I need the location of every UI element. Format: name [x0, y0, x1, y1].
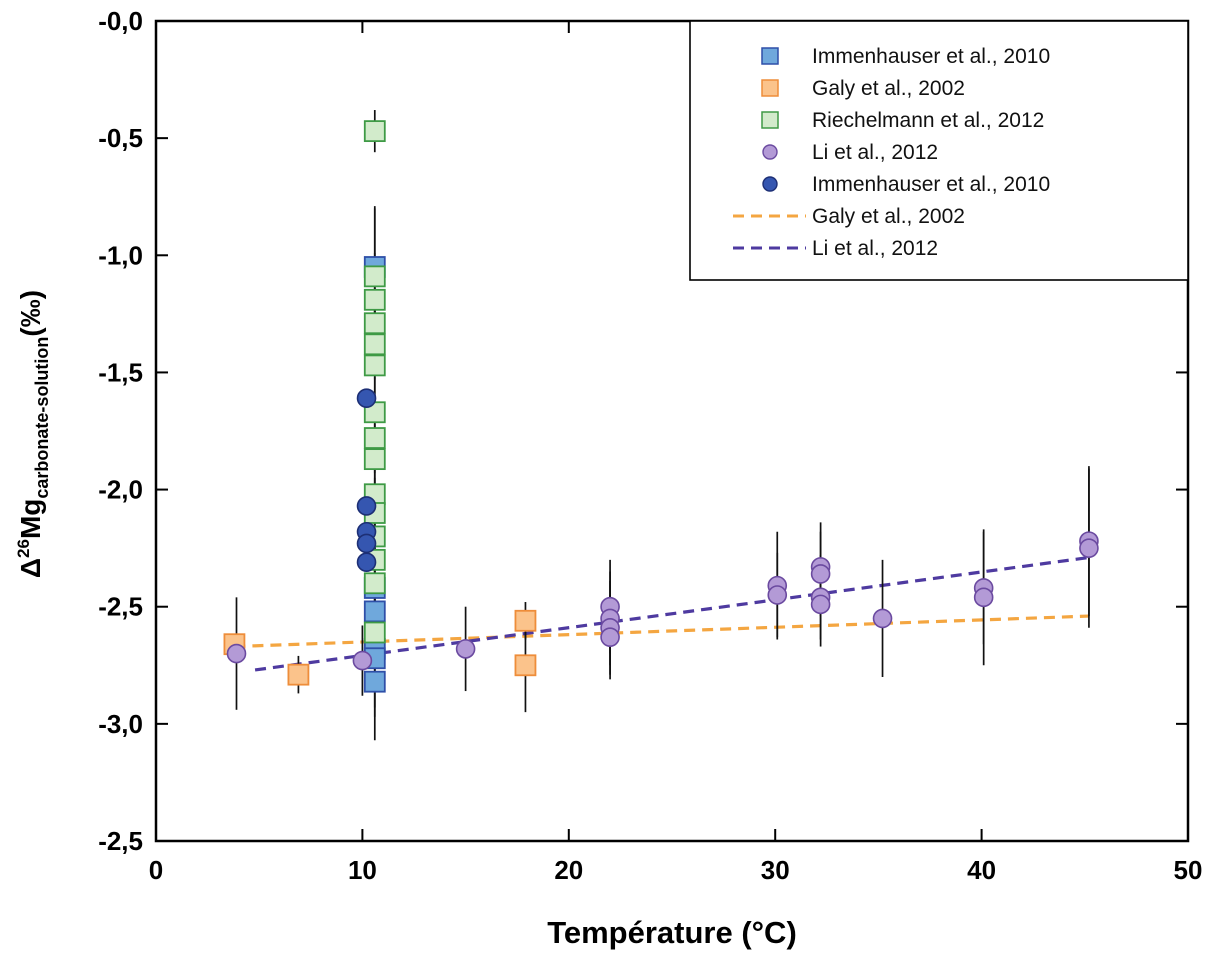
- trend-lines: [234, 555, 1090, 672]
- square-marker: [363, 265, 386, 288]
- circle-marker: [810, 564, 831, 584]
- x-tick-label: 50: [1174, 855, 1203, 885]
- trend-line: [234, 614, 1089, 649]
- square-marker: [363, 621, 386, 644]
- y-axis-label-unit: (‰): [15, 290, 46, 337]
- legend-items: Immenhauser et al., 2010 Galy et al., 200…: [733, 45, 1050, 260]
- square-marker: [363, 312, 386, 335]
- circle-marker: [226, 643, 247, 664]
- circle-marker: [600, 627, 620, 647]
- legend-label: Li et al., 2012: [812, 141, 938, 164]
- legend-label: Galy et al., 2002: [812, 77, 965, 100]
- circle-marker: [352, 650, 373, 671]
- legend: Immenhauser et al., 2010 Galy et al., 200…: [689, 20, 1189, 281]
- y-tick-label: -0,0: [98, 6, 143, 36]
- data-markers: [223, 120, 1099, 693]
- trend-line: [254, 555, 1090, 672]
- square-marker: [514, 654, 537, 677]
- square-marker: [363, 120, 386, 143]
- square-marker: [363, 448, 386, 471]
- square-marker: [363, 427, 386, 449]
- circle-marker: [356, 496, 377, 516]
- legend-label: Galy et al., 2002: [812, 205, 965, 228]
- x-axis-label: Température (°C): [547, 915, 797, 950]
- circle-marker: [810, 594, 831, 615]
- legend-label: Immenhauser et al., 2010: [812, 173, 1050, 196]
- legend-label: Riechelmann et al., 2012: [812, 109, 1044, 132]
- circle-marker: [356, 533, 377, 554]
- square-marker: [363, 333, 386, 356]
- square-marker: [363, 288, 386, 311]
- y-axis-label: Δ26Mgcarbonate-solution(‰): [14, 290, 52, 578]
- y-tick-label: -2,5: [98, 592, 143, 622]
- y-tick-label: -3,0: [98, 709, 143, 739]
- y-tick-label: -2,5: [98, 826, 143, 856]
- circle-marker: [872, 608, 893, 629]
- circle-marker: [767, 585, 788, 605]
- y-tick-label: -0,5: [98, 123, 143, 153]
- y-axis-label-sub: carbonate-solution: [32, 337, 52, 499]
- square-marker: [363, 572, 386, 595]
- y-axis-label-sup: 26: [14, 539, 33, 558]
- circle-marker: [973, 587, 994, 608]
- y-axis-label-main: Mg: [15, 499, 46, 539]
- square-marker: [287, 663, 310, 686]
- legend-square-marker: [761, 111, 779, 129]
- y-tick-label: -1,0: [98, 240, 143, 270]
- square-marker: [514, 609, 537, 632]
- circle-marker: [356, 388, 377, 409]
- y-axis: -0,0 -0,5 -1,0 -1,5 -2,0 -2,5 -3,0 -2,5: [98, 6, 1188, 856]
- circle-marker: [356, 552, 377, 573]
- x-tick-label: 20: [554, 855, 583, 885]
- legend-label: Li et al., 2012: [812, 237, 938, 260]
- square-marker: [363, 670, 386, 693]
- x-tick-label: 0: [149, 855, 163, 885]
- square-marker: [363, 600, 386, 623]
- circle-marker: [1079, 538, 1099, 558]
- circle-marker: [455, 639, 476, 659]
- x-tick-label: 40: [967, 855, 996, 885]
- y-tick-label: -2,0: [98, 475, 143, 505]
- plot-area: [154, 19, 1190, 843]
- y-tick-label: -1,5: [98, 357, 143, 387]
- x-tick-label: 30: [761, 855, 790, 885]
- legend-label: Immenhauser et al., 2010: [812, 45, 1050, 68]
- legend-circle-marker: [762, 144, 778, 160]
- y-axis-label-delta: Δ: [15, 558, 46, 578]
- square-marker: [363, 354, 386, 377]
- x-tick-label: 10: [348, 855, 377, 885]
- legend-square-marker: [761, 47, 779, 65]
- legend-circle-marker: [762, 176, 778, 192]
- legend-square-marker: [761, 79, 779, 97]
